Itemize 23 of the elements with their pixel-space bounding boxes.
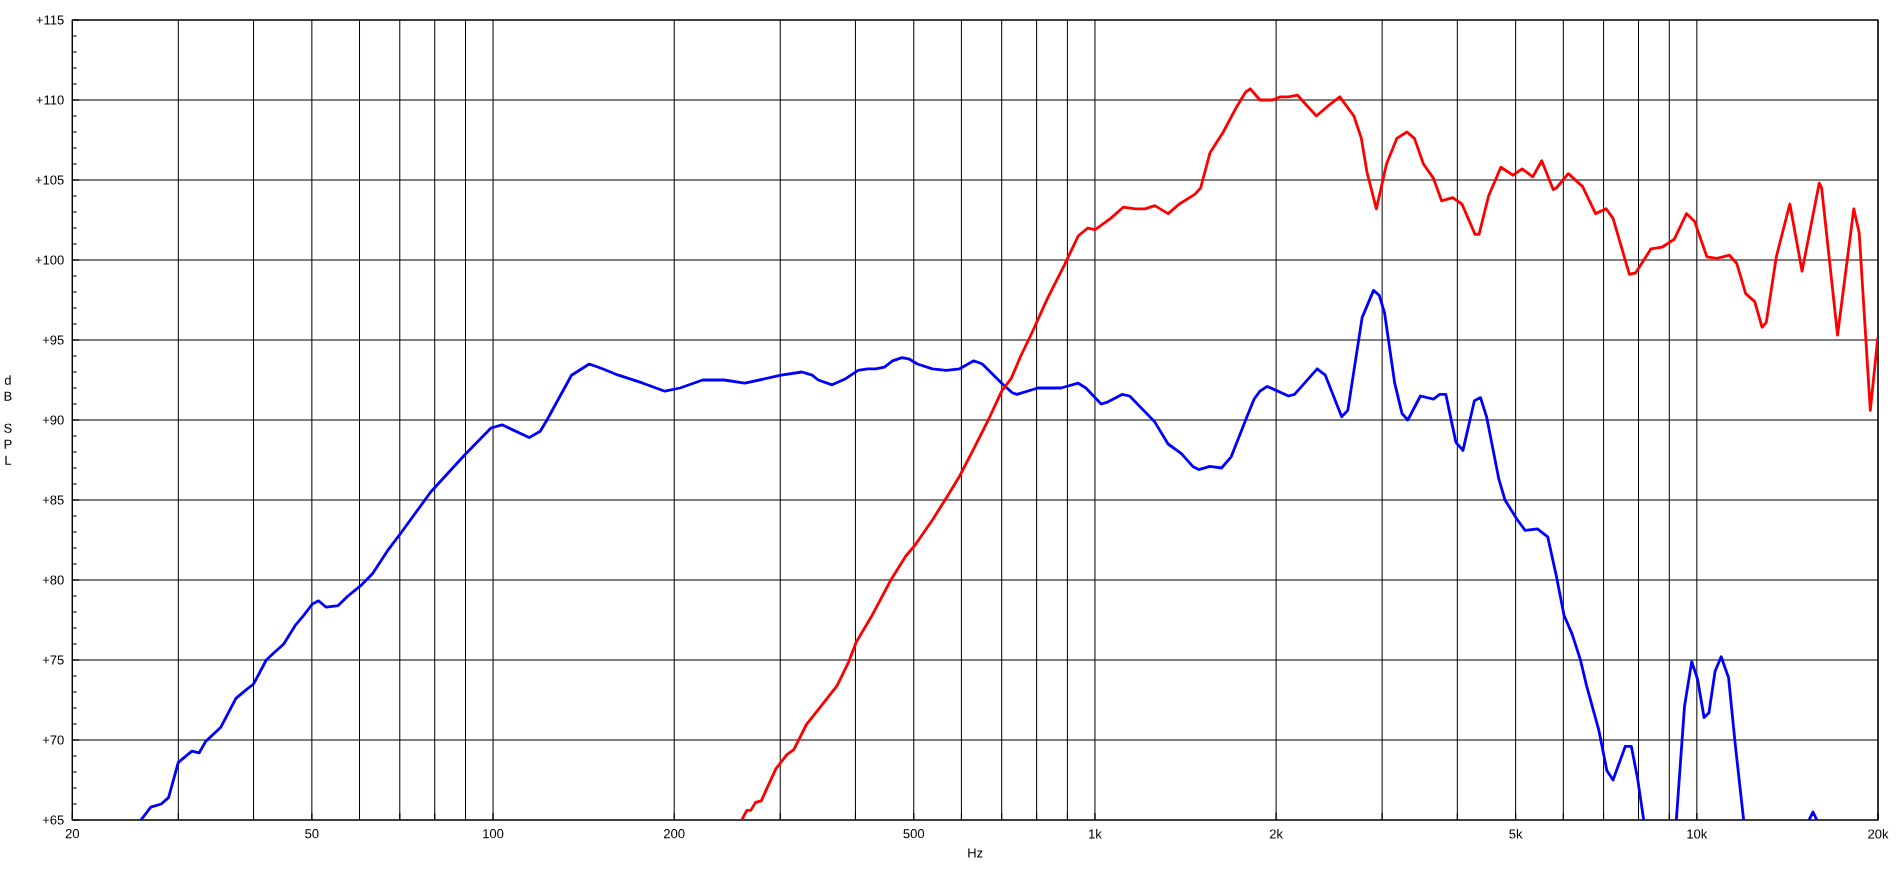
y-tick-label: +110 (36, 95, 64, 105)
x-tick-label: 5k (1509, 829, 1523, 839)
y-tick-label: +85 (42, 495, 64, 505)
x-tick-label: 100 (483, 829, 504, 839)
x-tick-label: 10k (1687, 829, 1708, 839)
x-tick-label: 1k (1089, 829, 1102, 839)
y-tick-label: +100 (35, 255, 64, 265)
x-tick-label: 20k (1868, 829, 1889, 839)
y-tick-label: +80 (42, 575, 64, 585)
x-tick-label: 2k (1269, 829, 1283, 839)
y-tick-label: +105 (35, 175, 64, 185)
y-tick-label: +65 (42, 815, 64, 825)
x-tick-label: 500 (903, 829, 925, 839)
text: dB SPL (4, 375, 12, 465)
y-tick-label: +90 (42, 415, 64, 425)
y-tick-label: +95 (42, 335, 64, 345)
y-tick-label: +70 (42, 735, 64, 745)
x-tick-label: 200 (664, 829, 685, 839)
x-tick-label: 50 (305, 829, 319, 839)
y-tick-label: +75 (42, 655, 64, 665)
x-axis-title: Hz (968, 848, 983, 858)
x-tick-label: 20 (65, 829, 80, 839)
y-tick-label: +115 (36, 15, 64, 25)
